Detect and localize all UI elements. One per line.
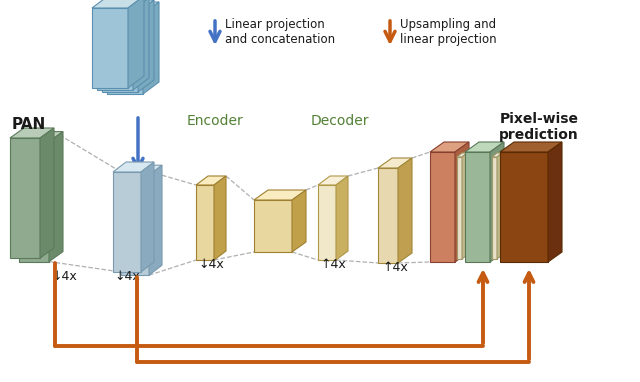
Polygon shape bbox=[430, 142, 469, 152]
Text: PAN: PAN bbox=[12, 117, 46, 132]
Text: ↑4x: ↑4x bbox=[320, 258, 346, 271]
Polygon shape bbox=[49, 132, 63, 262]
Polygon shape bbox=[149, 165, 162, 275]
Text: ↓4x: ↓4x bbox=[198, 258, 224, 271]
Polygon shape bbox=[92, 8, 128, 88]
Polygon shape bbox=[40, 128, 54, 258]
Polygon shape bbox=[455, 142, 469, 262]
Polygon shape bbox=[10, 128, 54, 138]
Polygon shape bbox=[492, 153, 502, 157]
Polygon shape bbox=[497, 153, 502, 259]
Polygon shape bbox=[318, 176, 348, 185]
Polygon shape bbox=[500, 152, 548, 262]
Polygon shape bbox=[92, 0, 144, 8]
Polygon shape bbox=[378, 168, 398, 263]
Text: MS: MS bbox=[90, 0, 121, 4]
Text: Encoder: Encoder bbox=[187, 114, 243, 128]
Polygon shape bbox=[398, 158, 412, 263]
Polygon shape bbox=[462, 153, 467, 259]
Polygon shape bbox=[548, 142, 562, 262]
Polygon shape bbox=[107, 14, 143, 94]
Polygon shape bbox=[254, 200, 292, 252]
Polygon shape bbox=[457, 157, 462, 259]
Polygon shape bbox=[378, 158, 412, 168]
Polygon shape bbox=[465, 152, 490, 262]
Polygon shape bbox=[97, 10, 133, 90]
Text: Upsampling and
linear projection: Upsampling and linear projection bbox=[400, 18, 497, 46]
Polygon shape bbox=[465, 142, 504, 152]
Polygon shape bbox=[107, 2, 159, 14]
Polygon shape bbox=[292, 190, 306, 252]
Polygon shape bbox=[196, 176, 226, 185]
Polygon shape bbox=[10, 138, 40, 258]
Polygon shape bbox=[318, 185, 336, 260]
Polygon shape bbox=[196, 185, 214, 260]
Text: ↓4x: ↓4x bbox=[51, 270, 77, 283]
Polygon shape bbox=[492, 157, 497, 259]
Polygon shape bbox=[113, 162, 154, 172]
Polygon shape bbox=[336, 176, 348, 260]
Text: Decoder: Decoder bbox=[311, 114, 369, 128]
Polygon shape bbox=[102, 12, 138, 92]
Polygon shape bbox=[457, 153, 467, 157]
Polygon shape bbox=[214, 176, 226, 260]
Polygon shape bbox=[490, 142, 504, 262]
Polygon shape bbox=[254, 190, 306, 200]
Polygon shape bbox=[500, 142, 562, 152]
Polygon shape bbox=[102, 0, 154, 12]
Polygon shape bbox=[121, 175, 149, 275]
Text: ↓4x: ↓4x bbox=[114, 270, 140, 283]
Polygon shape bbox=[128, 0, 144, 88]
Polygon shape bbox=[141, 162, 154, 272]
Polygon shape bbox=[138, 0, 154, 92]
Text: ↑4x: ↑4x bbox=[382, 261, 408, 274]
Polygon shape bbox=[143, 2, 159, 94]
Polygon shape bbox=[430, 152, 455, 262]
Polygon shape bbox=[113, 172, 141, 272]
Polygon shape bbox=[133, 0, 149, 90]
Text: Linear projection
and concatenation: Linear projection and concatenation bbox=[225, 18, 335, 46]
Polygon shape bbox=[121, 165, 162, 175]
Text: Pixel-wise
prediction: Pixel-wise prediction bbox=[499, 112, 579, 142]
Polygon shape bbox=[19, 132, 63, 142]
Polygon shape bbox=[19, 142, 49, 262]
Polygon shape bbox=[97, 0, 149, 10]
